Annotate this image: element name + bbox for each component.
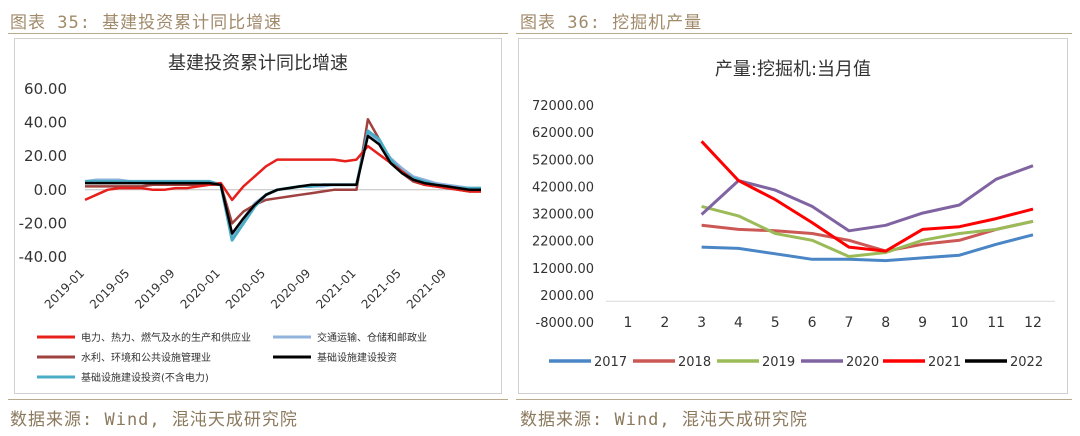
legend-label: 2022 [1010, 355, 1043, 370]
x-tick-label: 3 [697, 315, 706, 331]
legend-label: 基础设施建设投资(不含电力) [81, 371, 209, 384]
legend-label: 基础设施建设投资 [317, 351, 397, 364]
legend-label: 2019 [762, 355, 795, 370]
chart-title: 基建投资累计同比增速 [168, 53, 348, 74]
x-tick-label: 2 [660, 315, 669, 331]
x-tick-label: 1 [624, 315, 633, 331]
x-tick-label: 2020-05 [223, 266, 268, 311]
y-tick-label: 40.00 [24, 114, 67, 132]
title-rule-right [516, 33, 1072, 34]
series-line [700, 164, 1034, 233]
x-tick-label: 5 [771, 315, 780, 331]
title-rule-left [8, 33, 508, 34]
series-line [84, 144, 481, 202]
series-line [85, 134, 481, 235]
x-tick-label: 7 [844, 315, 853, 331]
x-tick-label: 9 [918, 315, 927, 331]
x-tick-label: 10 [950, 315, 968, 331]
chart-panel-right: 产量:挖掘机:当月值 72000.00 62000.00 52000.00 42000.… [518, 38, 1068, 394]
series-line [85, 117, 481, 225]
legend-label: 2018 [678, 355, 711, 370]
x-tick-label: 2021-01 [313, 266, 358, 311]
x-tick-label: 2021-09 [404, 266, 449, 311]
x-tick-label: 2021-05 [359, 266, 404, 311]
chart-title: 产量:挖掘机:当月值 [715, 59, 871, 80]
legend-label: 水利、环境和公共设施管理业 [81, 351, 211, 364]
source-rule-left [8, 399, 508, 400]
source-note-right: 数据来源: Wind, 混沌天成研究院 [520, 410, 808, 430]
y-tick-label: 12000.00 [532, 262, 594, 277]
y-tick-label: 32000.00 [532, 208, 594, 223]
legend-label: 2021 [928, 355, 961, 370]
x-tick-label: 2019-01 [42, 266, 87, 311]
series-line [701, 219, 1034, 253]
x-tick-label: 4 [734, 315, 743, 331]
y-tick-label: 52000.00 [532, 153, 594, 168]
x-tick-label: 2019-05 [87, 266, 132, 311]
excavator-output-chart: 产量:挖掘机:当月值72000.0062000.0052000.0042000.… [532, 59, 1055, 370]
x-tick-label: 2019-09 [132, 266, 177, 311]
y-tick-label: 0.00 [34, 181, 67, 199]
y-tick-label: 42000.00 [532, 180, 594, 195]
legend-label: 电力、热力、燃气及水的生产和供应业 [81, 331, 251, 344]
infrastructure-investment-chart: 基建投资累计同比增速 60.00 40.00 20.00 0.00 -20.00 -40.0… [19, 53, 481, 384]
y-tick-label: 20.00 [24, 147, 67, 165]
series-line [700, 140, 1034, 253]
source-note-left: 数据来源: Wind, 混沌天成研究院 [10, 410, 298, 430]
y-tick-label: -8000.00 [536, 316, 594, 331]
source-rule-right [516, 399, 1072, 400]
legend-label: 2020 [846, 355, 879, 370]
y-tick-label: -40.00 [19, 248, 67, 266]
series-line [701, 233, 1034, 263]
series-line [701, 204, 1034, 258]
y-tick-label: 60.00 [24, 80, 67, 98]
figure-title-right: 图表 36: 挖掘机产量 [520, 13, 703, 33]
chart-panel-left: 基建投资累计同比增速 60.00 40.00 20.00 0.00 -20.00 -40.0… [14, 38, 502, 394]
y-tick-label: 2000.00 [540, 289, 594, 304]
x-tick-label: 2020-01 [178, 266, 223, 311]
legend-label: 2017 [594, 355, 627, 370]
y-tick-label: -20.00 [19, 214, 67, 232]
x-tick-label: 6 [808, 315, 817, 331]
y-tick-label: 72000.00 [532, 99, 594, 114]
legend-label: 交通运输、仓储和邮政业 [317, 331, 427, 344]
y-tick-label: 62000.00 [532, 126, 594, 141]
figure-title-left: 图表 35: 基建投资累计同比增速 [10, 13, 283, 33]
x-tick-label: 11 [987, 315, 1005, 331]
x-tick-label: 2020-09 [268, 266, 313, 311]
x-tick-label: 8 [881, 315, 890, 331]
x-tick-label: 12 [1024, 315, 1042, 331]
y-tick-label: 22000.00 [532, 235, 594, 250]
